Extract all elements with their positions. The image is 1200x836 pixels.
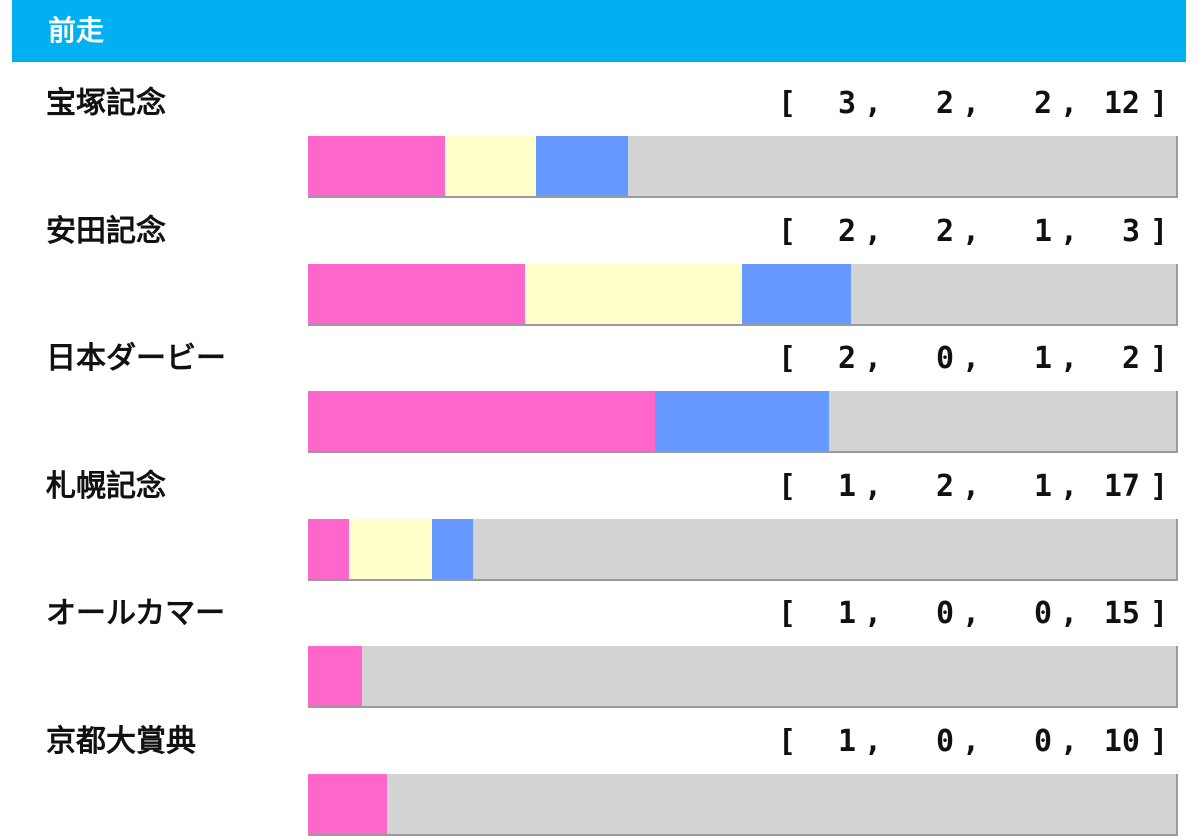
comma: ,	[1060, 213, 1079, 249]
other-count: 17	[1103, 468, 1140, 504]
race-name: 札幌記念	[46, 468, 166, 504]
comma: ,	[962, 723, 981, 759]
third-place-segment	[431, 518, 474, 579]
other-count: 12	[1103, 86, 1140, 121]
second-count: 2	[935, 213, 954, 249]
comma: ,	[864, 468, 883, 504]
race-name: 日本ダービー	[46, 341, 226, 376]
race-row: オールカマー[1, 0, 0, 15]	[0, 576, 1200, 708]
other-segment	[850, 263, 1176, 324]
race-name: 安田記念	[46, 213, 166, 249]
close-bracket: ]	[1150, 86, 1169, 121]
other-count: 3	[1121, 213, 1140, 249]
third-count: 1	[1033, 468, 1052, 504]
close-bracket: ]	[1150, 596, 1169, 631]
comma: ,	[962, 341, 981, 376]
comma: ,	[962, 596, 981, 631]
header-bar: 前走	[12, 0, 1186, 62]
second-count: 0	[935, 341, 954, 376]
stacked-bar	[308, 391, 1178, 453]
second-count: 2	[935, 86, 954, 121]
race-name: 宝塚記念	[46, 86, 166, 121]
first-place-segment	[308, 518, 350, 579]
second-place-segment	[349, 518, 432, 579]
comma: ,	[864, 341, 883, 376]
record-text: [3, 2, 2, 12]	[770, 86, 1180, 124]
open-bracket: [	[778, 341, 797, 376]
other-segment	[362, 646, 1176, 706]
close-bracket: ]	[1150, 468, 1169, 504]
comma: ,	[1060, 341, 1079, 376]
first-count: 2	[837, 213, 856, 249]
first-count: 1	[837, 468, 856, 504]
second-count: 2	[935, 468, 954, 504]
stacked-bar	[308, 136, 1178, 198]
comma: ,	[1060, 86, 1079, 121]
stacked-bar	[308, 263, 1178, 326]
race-name: オールカマー	[46, 596, 226, 631]
comma: ,	[1060, 723, 1079, 759]
comma: ,	[1060, 596, 1079, 631]
open-bracket: [	[778, 213, 797, 249]
first-count: 2	[837, 341, 856, 376]
other-segment	[473, 518, 1176, 579]
race-name: 京都大賞典	[46, 723, 196, 759]
race-row: 札幌記念[1, 2, 1, 17]	[0, 449, 1200, 581]
comma: ,	[864, 723, 883, 759]
first-place-segment	[308, 773, 387, 834]
second-count: 0	[935, 723, 954, 759]
open-bracket: [	[778, 468, 797, 504]
other-count: 15	[1103, 596, 1140, 631]
comma: ,	[1060, 468, 1079, 504]
open-bracket: [	[778, 596, 797, 631]
race-row: 安田記念[2, 2, 1, 3]	[0, 194, 1200, 326]
record-text: [2, 0, 1, 2]	[770, 341, 1180, 379]
other-count: 10	[1103, 723, 1140, 759]
record-text: [1, 2, 1, 17]	[770, 469, 1180, 507]
other-count: 2	[1121, 341, 1140, 376]
third-count: 0	[1033, 596, 1052, 631]
stacked-bar	[308, 518, 1178, 581]
other-segment	[627, 136, 1176, 196]
comma: ,	[864, 213, 883, 249]
comma: ,	[962, 468, 981, 504]
first-count: 3	[837, 86, 856, 121]
first-place-segment	[308, 263, 525, 324]
third-place-segment	[536, 136, 628, 196]
third-count: 1	[1033, 213, 1052, 249]
open-bracket: [	[778, 86, 797, 121]
comma: ,	[962, 86, 981, 121]
race-row: 宝塚記念[3, 2, 2, 12]	[0, 66, 1200, 198]
close-bracket: ]	[1150, 723, 1169, 759]
race-row: 京都大賞典[1, 0, 0, 10]	[0, 704, 1200, 836]
close-bracket: ]	[1150, 341, 1169, 376]
third-count: 2	[1033, 86, 1052, 121]
record-text: [1, 0, 0, 15]	[770, 596, 1180, 634]
second-place-segment	[525, 263, 742, 324]
third-count: 1	[1033, 341, 1052, 376]
record-text: [1, 0, 0, 10]	[770, 724, 1180, 762]
comma: ,	[864, 596, 883, 631]
third-place-segment	[742, 263, 851, 324]
stacked-bar	[308, 646, 1178, 708]
first-count: 1	[837, 723, 856, 759]
second-place-segment	[445, 136, 537, 196]
second-count: 0	[935, 596, 954, 631]
comma: ,	[864, 86, 883, 121]
race-row: 日本ダービー[2, 0, 1, 2]	[0, 321, 1200, 453]
first-place-segment	[308, 391, 656, 451]
stacked-bar	[308, 773, 1178, 836]
page-title: 前走	[48, 14, 105, 47]
first-place-segment	[308, 646, 363, 706]
third-count: 0	[1033, 723, 1052, 759]
comma: ,	[962, 213, 981, 249]
other-segment	[828, 391, 1176, 451]
other-segment	[386, 773, 1176, 834]
open-bracket: [	[778, 723, 797, 759]
record-text: [2, 2, 1, 3]	[770, 214, 1180, 252]
third-place-segment	[655, 391, 829, 451]
first-place-segment	[308, 136, 446, 196]
close-bracket: ]	[1150, 213, 1169, 249]
first-count: 1	[837, 596, 856, 631]
